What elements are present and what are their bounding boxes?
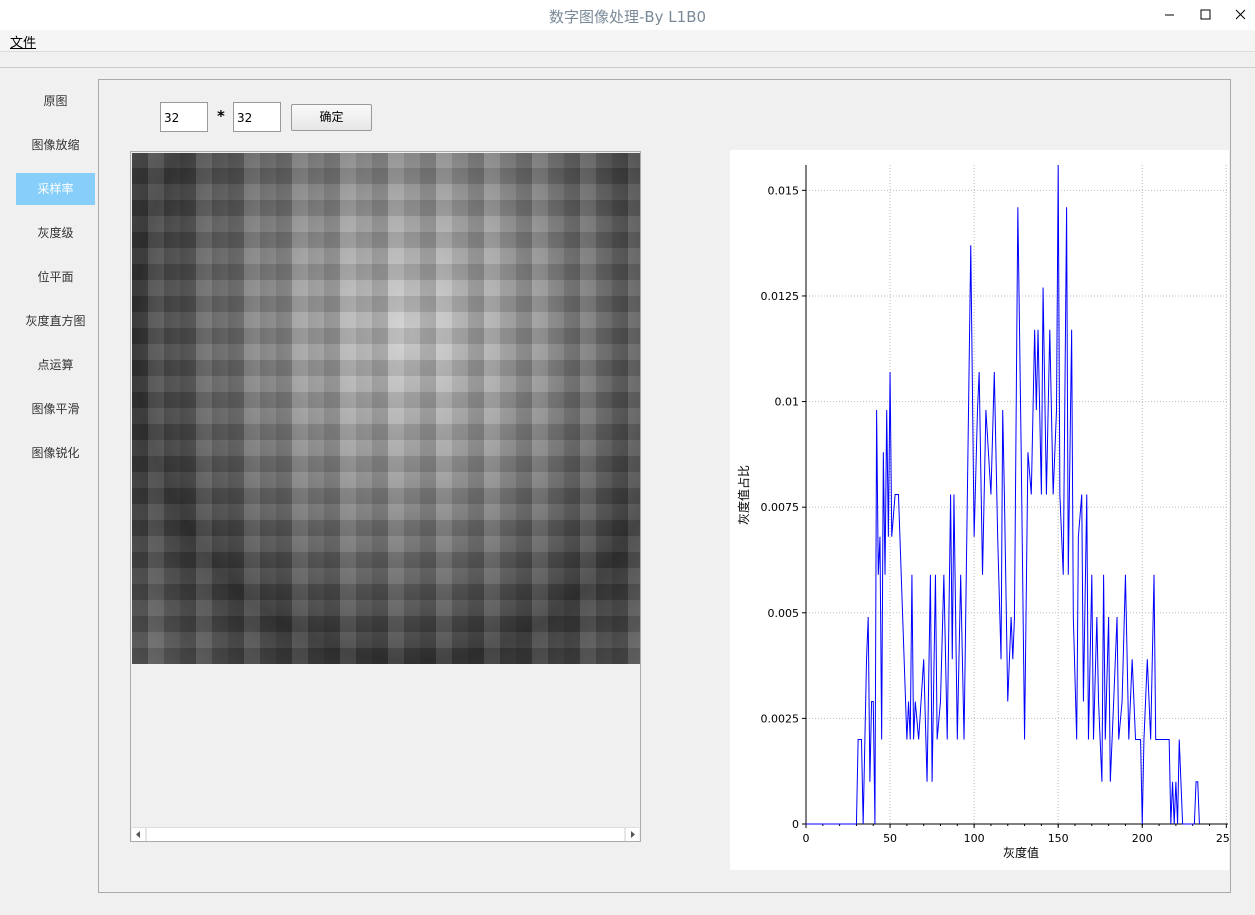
y-tick-label: 0.01	[775, 396, 800, 409]
nav-item[interactable]: 灰度级	[37, 226, 74, 240]
y-tick-label: 0.0075	[761, 501, 800, 514]
nav-item[interactable]: 图像放缩	[31, 138, 80, 152]
y-tick-label: 0.005	[768, 607, 800, 620]
nav-item[interactable]: 点运算	[37, 358, 74, 372]
nav-item[interactable]: 图像平滑	[31, 402, 80, 416]
scroll-arrows[interactable]	[132, 828, 639, 841]
menu-bar: 文件	[0, 30, 1255, 52]
scrollbar[interactable]	[132, 827, 639, 841]
x-tick-label: 200	[1132, 832, 1153, 845]
image-view	[130, 151, 641, 842]
nav-item[interactable]: 原图	[43, 94, 68, 108]
separator: *	[217, 107, 225, 125]
x-axis-title: 灰度值	[1003, 845, 1039, 860]
y-axis-title: 灰度值占比	[736, 465, 751, 525]
x-tick-label: 100	[964, 832, 985, 845]
y-tick-label: 0.0125	[761, 290, 800, 303]
toolbar	[0, 52, 1255, 68]
width-input[interactable]: 32	[160, 102, 208, 132]
sampled-image	[132, 153, 640, 664]
nav-item[interactable]: 图像锐化	[31, 446, 80, 460]
close-icon[interactable]	[1235, 9, 1246, 20]
x-tick-label: 0	[803, 832, 810, 845]
y-tick-label: 0.015	[768, 184, 800, 197]
y-tick-label: 0.0025	[761, 712, 800, 725]
nav-item[interactable]: 灰度直方图	[25, 314, 86, 328]
histogram-chart: 灰度值 灰度值占比 0 0.0025 0.005 0.0075 0.01 0.0125 0.…	[730, 150, 1229, 870]
nav-item[interactable]: 位平面	[37, 270, 74, 284]
y-tick-label: 0	[792, 818, 799, 831]
x-tick-label: 250	[1216, 832, 1229, 845]
x-tick-label: 150	[1048, 832, 1069, 845]
histogram-line	[806, 164, 1200, 825]
menu-item[interactable]: 文件	[10, 36, 37, 51]
x-tick-label: 50	[883, 832, 897, 845]
maximize-icon[interactable]	[1200, 9, 1211, 20]
title-bar: 数字图像处理-By L1B0	[0, 0, 1255, 30]
confirm-button[interactable]: 确定	[291, 104, 372, 131]
window-buttons[interactable]	[1150, 0, 1255, 30]
nav-item[interactable]: 采样率	[16, 173, 95, 205]
window-title: 数字图像处理-By L1B0	[548, 8, 707, 26]
height-input[interactable]: 32	[233, 102, 281, 132]
